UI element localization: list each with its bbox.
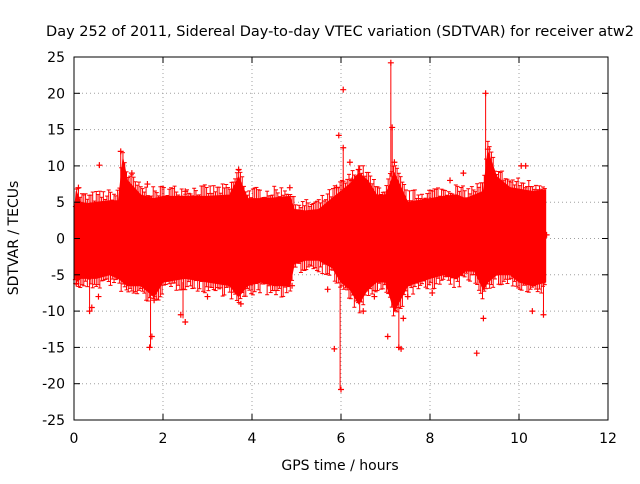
y-tick-label: 20 <box>47 86 65 102</box>
outlier-point <box>349 177 356 184</box>
outlier-point <box>371 293 378 300</box>
outlier-point <box>182 318 189 325</box>
x-tick-label: 8 <box>426 431 435 447</box>
outlier-point <box>360 308 367 315</box>
outlier-point <box>182 188 189 195</box>
y-tick-label: -20 <box>42 377 65 393</box>
x-tick-label: 2 <box>159 431 168 447</box>
outlier-point <box>144 181 151 188</box>
outlier-point <box>400 315 407 322</box>
outlier-point <box>447 177 454 184</box>
axis-ticks <box>73 56 609 421</box>
x-tick-label: 4 <box>248 431 257 447</box>
outlier-point <box>289 282 296 289</box>
x-tick-label: 0 <box>70 431 79 447</box>
outlier-point <box>331 345 338 352</box>
x-tick-label: 12 <box>599 431 617 447</box>
outlier-point <box>148 333 155 340</box>
y-tick-label: 0 <box>56 232 65 248</box>
data-series <box>72 59 550 393</box>
outlier-point <box>484 146 491 153</box>
outlier-point <box>391 159 398 166</box>
outlier-point <box>529 308 536 315</box>
outlier-point <box>460 170 467 177</box>
x-axis-label: GPS time / hours <box>281 458 398 474</box>
outlier-point <box>338 386 344 393</box>
outlier-point <box>146 344 153 351</box>
x-tick-labels: 0 2 4 6 8 10 12 <box>70 431 617 447</box>
outlier-point <box>128 170 135 177</box>
outlier-point <box>480 315 487 322</box>
outlier-point <box>387 59 394 66</box>
y-tick-label: 25 <box>47 50 65 66</box>
outlier-point <box>522 162 529 169</box>
outlier-point <box>473 350 480 357</box>
y-tick-label: 15 <box>47 123 65 139</box>
outlier-point <box>235 166 242 173</box>
y-axis-label: SDTVAR / TECUs <box>6 181 22 296</box>
outlier-point <box>151 297 158 304</box>
outlier-point <box>346 159 353 166</box>
x-tick-label: 10 <box>510 431 528 447</box>
outlier-point <box>75 184 82 191</box>
y-tick-label: 5 <box>56 195 65 211</box>
outlier-point <box>117 148 124 155</box>
outlier-point <box>177 311 184 318</box>
outlier-point <box>340 86 347 93</box>
outlier-point <box>204 293 211 300</box>
outlier-point <box>384 333 391 340</box>
outlier-point <box>398 345 405 352</box>
y-tick-label: -15 <box>42 340 65 356</box>
outlier-point <box>86 308 93 315</box>
chart-title: Day 252 of 2011, Sidereal Day-to-day VTE… <box>46 24 634 40</box>
y-tick-label: -10 <box>42 304 65 320</box>
outlier-point <box>324 286 331 293</box>
x-tick-label: 6 <box>337 431 346 447</box>
outlier-point <box>335 132 342 139</box>
y-tick-label: -25 <box>42 413 65 429</box>
outlier-point <box>429 289 436 296</box>
outlier-point <box>96 162 103 169</box>
outlier-point <box>355 166 362 173</box>
y-tick-label: 10 <box>47 159 65 175</box>
outlier-point <box>482 90 489 97</box>
outlier-point <box>286 184 293 191</box>
outlier-point <box>389 124 396 131</box>
outlier-point <box>543 231 550 238</box>
outlier-point <box>540 311 547 318</box>
y-tick-label: -5 <box>51 268 65 284</box>
outlier-point <box>237 300 244 307</box>
y-tick-labels: -25 -20 -15 -10 -5 0 5 10 15 20 25 <box>42 50 65 429</box>
outlier-point <box>404 293 411 300</box>
outlier-point <box>333 184 340 191</box>
outlier-point <box>88 304 95 311</box>
outlier-point <box>95 293 102 300</box>
outlier-point <box>340 144 347 151</box>
